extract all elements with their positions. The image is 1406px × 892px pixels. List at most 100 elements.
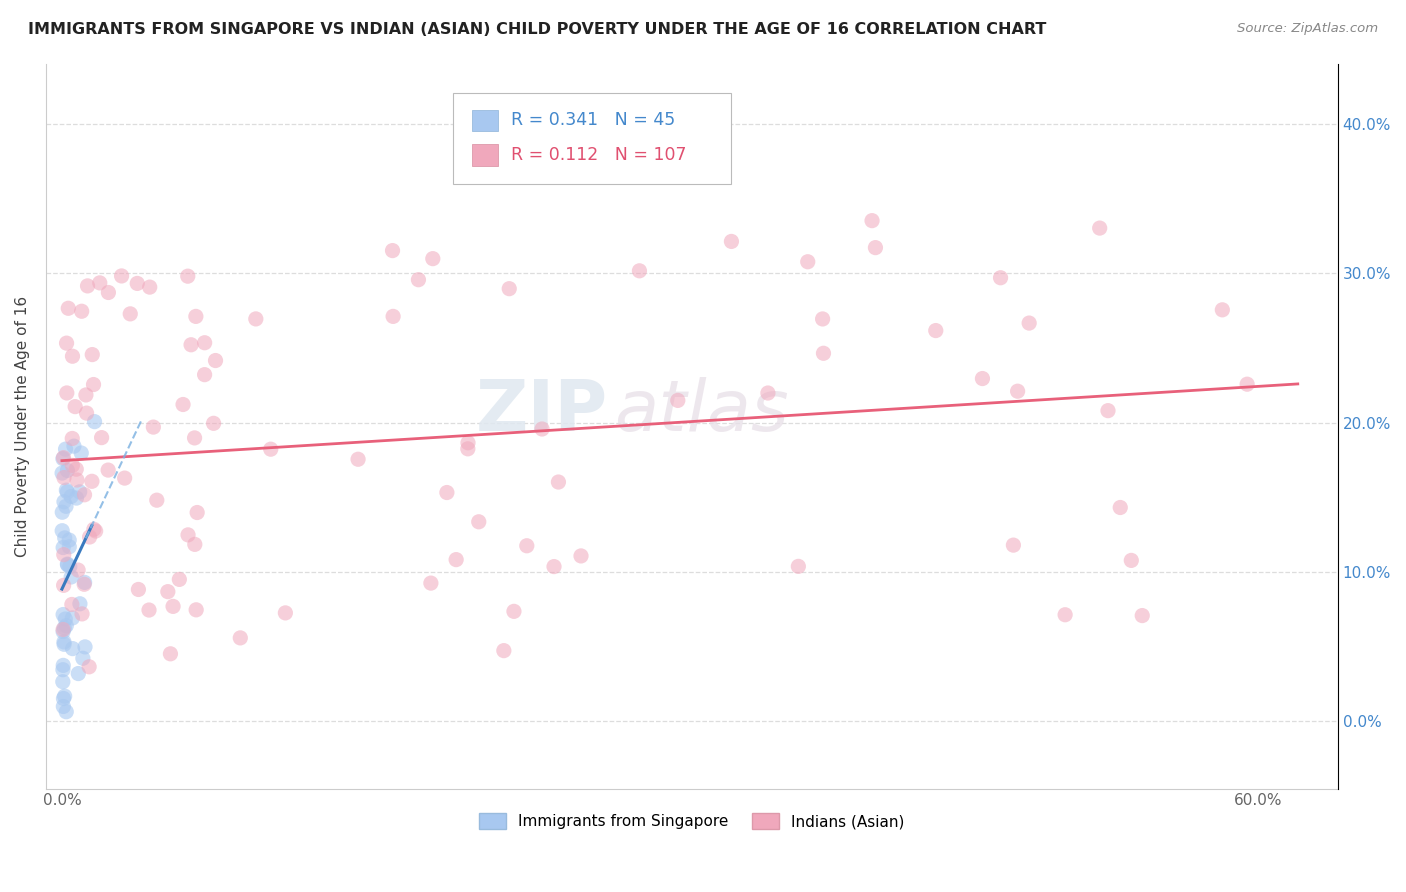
Point [1121,553,1143,567]
Point [52,548,75,562]
Point [80,475,103,489]
Point [114,471,136,485]
Point [60,490,83,504]
Point [60,598,83,612]
Point [70,304,93,318]
Point [860,213,883,227]
Point [457,442,479,456]
FancyBboxPatch shape [472,110,498,131]
Point [56,558,79,572]
Point [194,335,217,350]
Point [69,484,91,499]
Point [796,254,818,268]
Point [82,348,104,362]
Point [1002,538,1025,552]
Point [55,442,77,457]
Point [56,557,79,571]
Text: R = 0.341   N = 45: R = 0.341 N = 45 [510,111,675,128]
Point [72,651,94,665]
Legend: Immigrants from Singapore, Indians (Asian): Immigrants from Singapore, Indians (Asia… [472,807,911,835]
Point [65,462,87,476]
Text: atlas: atlas [614,377,789,446]
Point [436,485,458,500]
Point [51,505,73,519]
Point [245,312,267,326]
Point [56,463,79,477]
Point [756,386,779,401]
Point [972,371,994,385]
Point [63,439,86,453]
Point [229,631,252,645]
Point [84,524,107,538]
Point [52,624,75,639]
Point [55,483,77,497]
Point [202,417,225,431]
Point [52,674,75,689]
Point [70,607,93,621]
Point [53,689,76,703]
Point [1130,608,1153,623]
Point [146,493,169,508]
Point [55,618,77,632]
Point [83,377,105,392]
Point [408,273,430,287]
Point [73,575,96,590]
Point [62,611,84,625]
Point [60,432,83,446]
Point [194,368,217,382]
Point [53,635,76,649]
Point [58,540,80,554]
Point [58,533,80,547]
Point [543,559,565,574]
Point [62,641,84,656]
Point [52,578,75,592]
Point [55,705,77,719]
Point [67,666,90,681]
Point [52,607,75,622]
Point [177,528,200,542]
Point [53,531,76,545]
Point [70,446,93,460]
Point [138,280,160,294]
Point [1007,384,1029,399]
Point [422,252,444,266]
Point [787,559,810,574]
Point [925,324,948,338]
Point [204,353,226,368]
Point [52,450,75,465]
Point [1236,377,1258,392]
Point [120,307,142,321]
Point [138,603,160,617]
Y-axis label: Child Poverty Under the Age of 16: Child Poverty Under the Age of 16 [15,296,30,557]
Point [53,494,76,508]
Text: R = 0.112   N = 107: R = 0.112 N = 107 [510,145,686,163]
Point [628,264,651,278]
Point [468,515,491,529]
Point [52,658,75,673]
Point [58,301,80,316]
Point [184,310,207,324]
Point [52,691,75,706]
Point [62,349,84,363]
Text: ZIP: ZIP [475,377,607,446]
Point [419,576,441,591]
Point [89,276,111,290]
Point [177,269,200,284]
Point [169,573,191,587]
Point [52,663,75,677]
FancyBboxPatch shape [453,93,731,184]
Point [52,699,75,714]
Point [90,431,112,445]
Point [569,549,592,563]
Point [83,522,105,536]
FancyBboxPatch shape [472,145,498,166]
Point [666,393,689,408]
Point [110,268,132,283]
Point [1109,500,1132,515]
Point [77,660,100,674]
Point [444,552,467,566]
Point [59,559,82,574]
Point [53,621,76,635]
Point [75,388,97,402]
Point [516,539,538,553]
